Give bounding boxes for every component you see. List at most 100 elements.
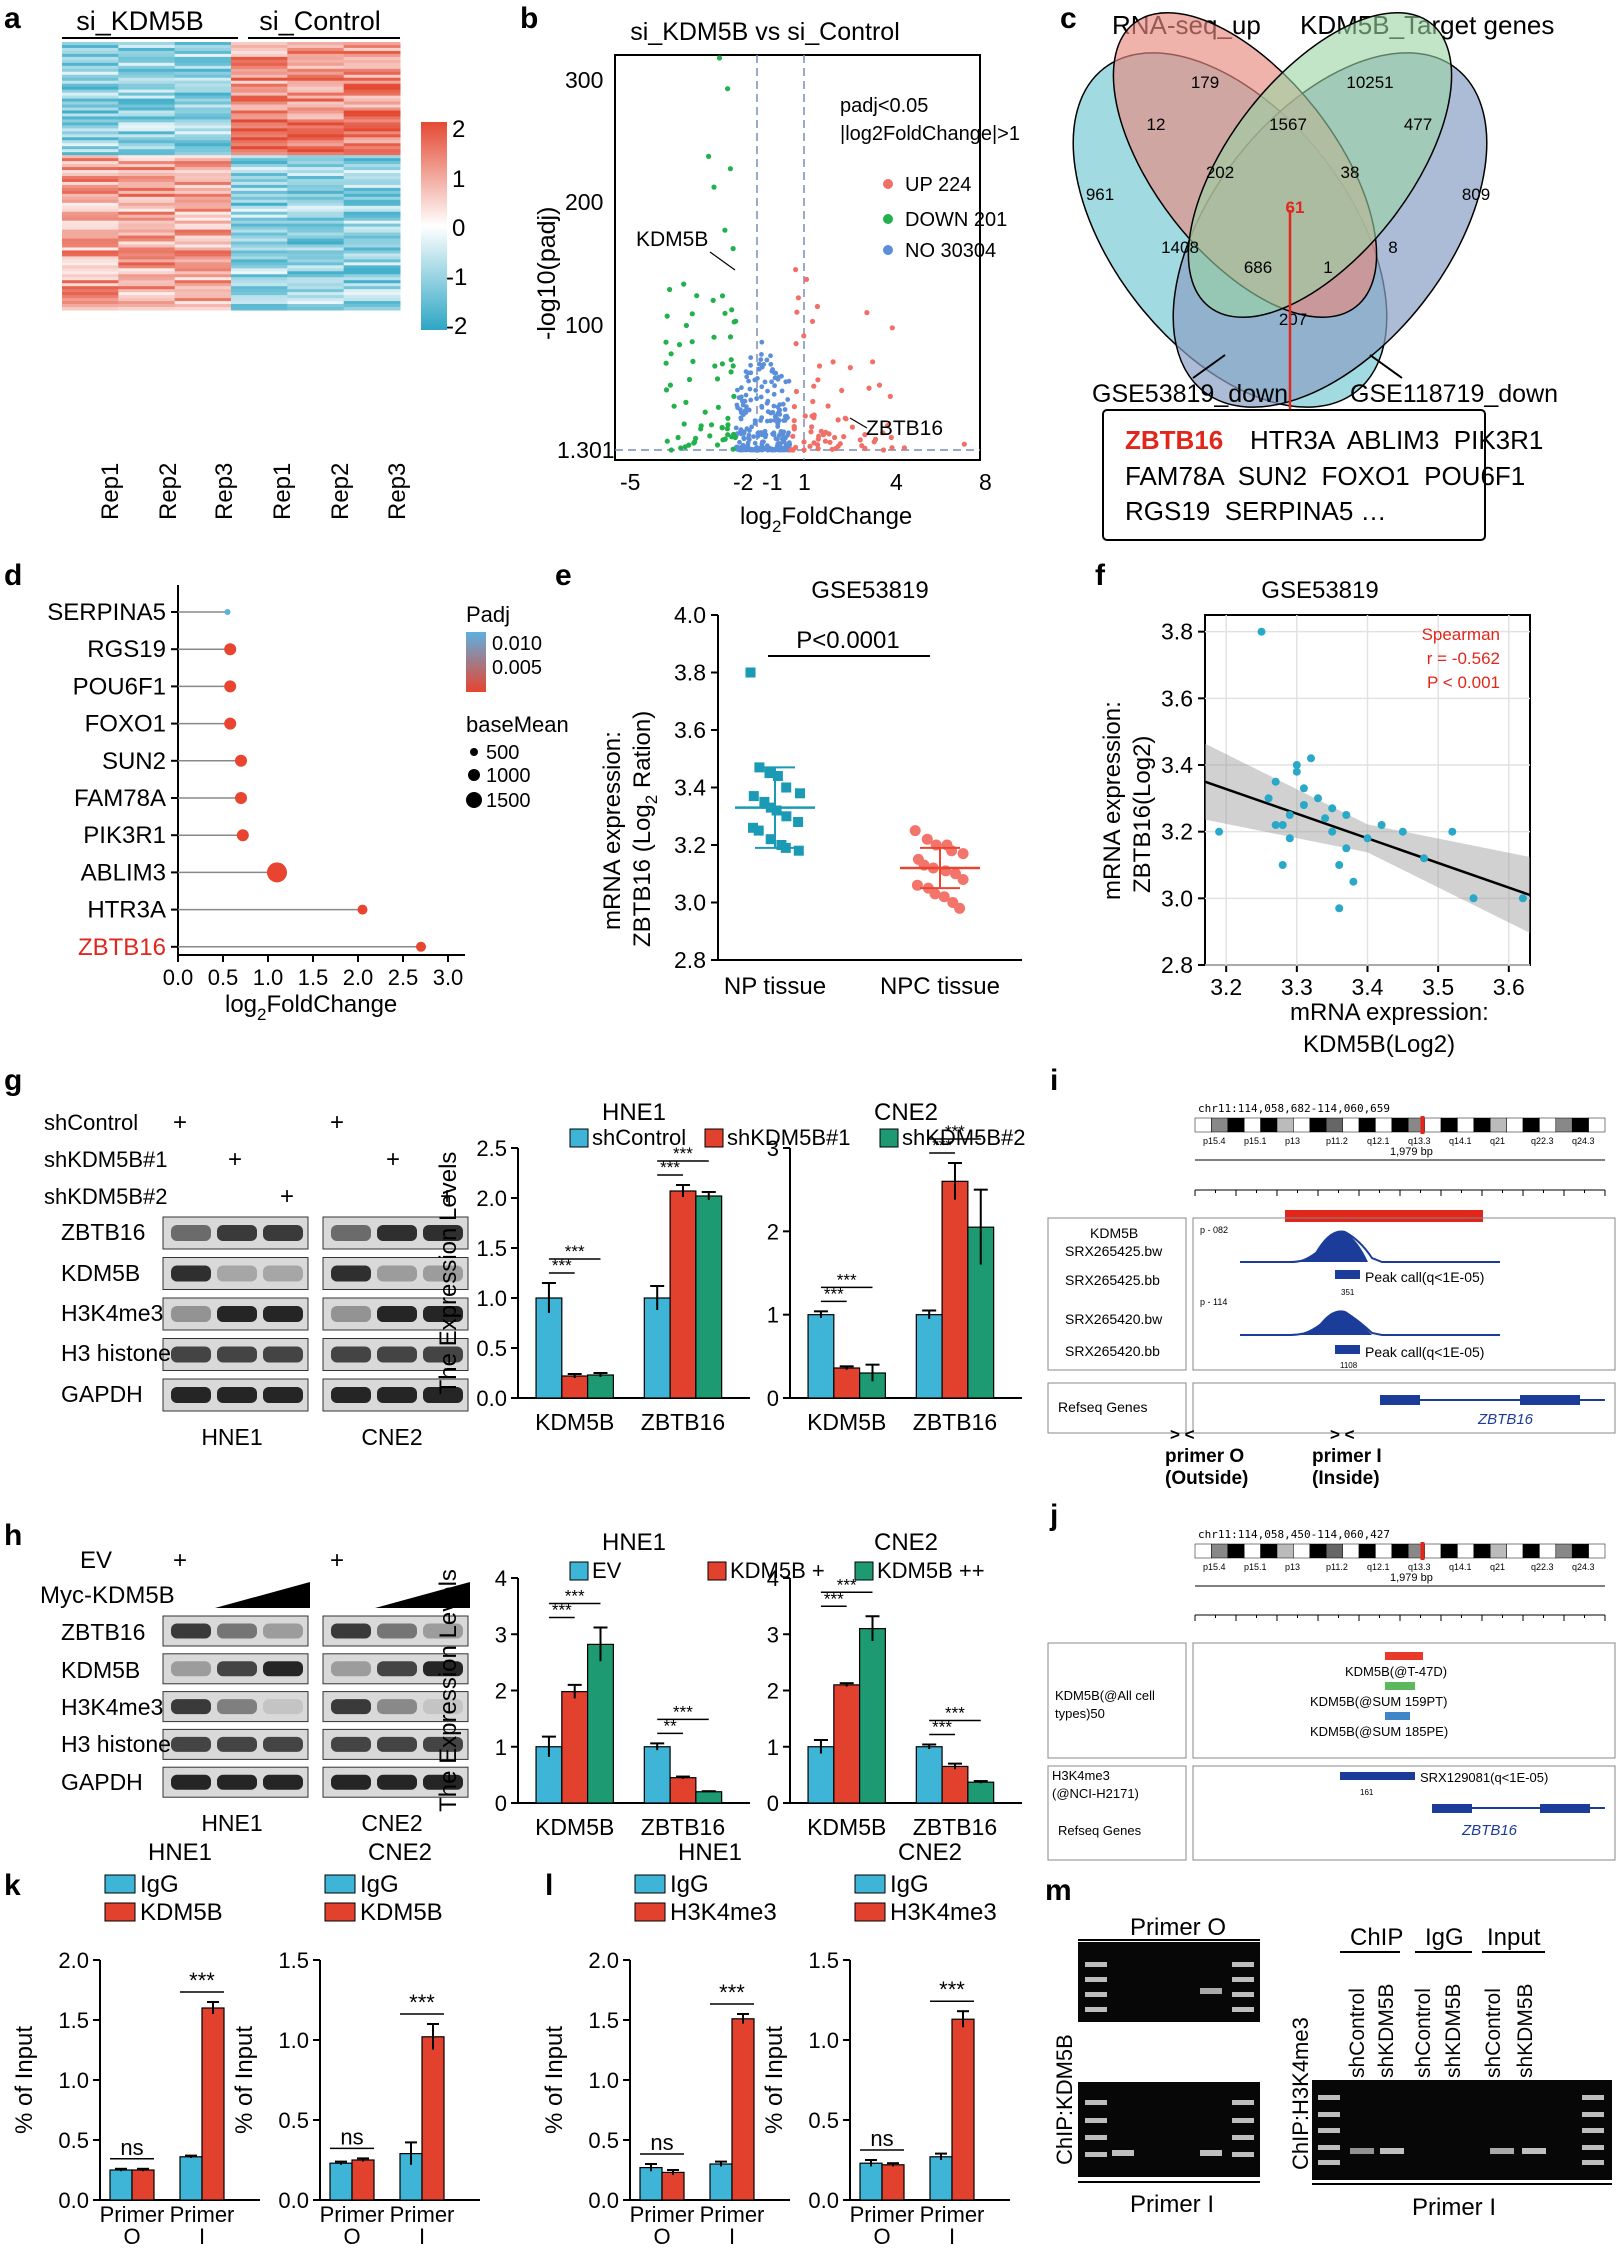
volcano-point-no xyxy=(738,415,744,421)
volcano-point-no xyxy=(742,408,748,414)
primer-o-arrow: > < xyxy=(1170,1425,1195,1444)
volcano-point-down xyxy=(731,431,737,437)
heatmap-cell xyxy=(287,226,345,231)
heatmap-cell xyxy=(62,265,119,269)
blot-band xyxy=(171,1225,211,1241)
chip-xlabel: O xyxy=(123,2224,140,2249)
refseq-label: Refseq Genes xyxy=(1058,1823,1142,1838)
panel-f-xtick: 3.5 xyxy=(1422,974,1454,1000)
bar xyxy=(131,2169,155,2201)
heatmap-cell xyxy=(174,232,232,237)
heatmap-cell xyxy=(118,113,176,117)
heatmap-cell xyxy=(118,187,176,192)
heatmap-cell xyxy=(118,176,176,180)
heatmap-cell xyxy=(174,125,232,129)
volcano-point-no xyxy=(749,424,754,430)
bar-category: ZBTB16 xyxy=(913,1409,997,1435)
heatmap-cell xyxy=(231,146,288,150)
ideogram-band xyxy=(1424,1117,1442,1133)
volcano-point-no xyxy=(784,413,789,419)
panel-f-marks xyxy=(1204,627,1531,933)
blot-band xyxy=(423,1736,463,1752)
volcano-point-no xyxy=(773,436,779,442)
heatmap-cell xyxy=(118,307,176,311)
heatmap-cell xyxy=(343,149,401,153)
volcano-point-down xyxy=(681,281,687,287)
bar xyxy=(669,1777,697,1804)
volcano-criteria-1: padj<0.05 xyxy=(840,95,928,117)
panel-letter-b: b xyxy=(520,2,538,35)
chip-ylabel: % of Input xyxy=(231,2026,258,2134)
heatmap-cell xyxy=(118,292,176,296)
heatmap-cell xyxy=(62,301,119,305)
heatmap-cell xyxy=(231,271,288,275)
heatmap-cell xyxy=(287,301,345,305)
blot-band xyxy=(217,1387,257,1403)
heatmap-cell xyxy=(174,289,232,293)
heatmap-cell xyxy=(343,262,401,266)
ideogram-band xyxy=(1522,1117,1540,1133)
heatmap-cell xyxy=(174,301,232,305)
volcano-point-no xyxy=(740,402,746,408)
primer-o-label: primer O xyxy=(1165,1446,1244,1467)
heatmap-cell xyxy=(174,241,232,245)
ideogram-band xyxy=(1243,1543,1261,1559)
volcano-point-no xyxy=(771,403,777,409)
chip-xlabel: Primer xyxy=(100,2202,165,2227)
lollipop-dot xyxy=(236,829,249,842)
sig-mark: *** xyxy=(552,1601,572,1620)
volcano-point-no xyxy=(752,421,758,426)
gel-right-ylabel: ChIP:H3K4me3 xyxy=(1288,2017,1313,2170)
ytick-label: 1.0 xyxy=(58,2068,89,2093)
rep-label: Rep3 xyxy=(384,463,411,520)
venn-count-center: 61 xyxy=(1286,198,1305,217)
heatmap-cell xyxy=(231,190,288,195)
ytick-label: 0 xyxy=(495,1791,507,1816)
legend-label: IgG xyxy=(890,1871,929,1898)
scatter-point xyxy=(1215,827,1224,836)
heatmap-cell xyxy=(343,98,401,103)
heatmap-cell xyxy=(118,71,176,76)
heatmap-cell xyxy=(118,184,176,189)
heatmap-cell xyxy=(174,44,232,49)
heatmap-cell xyxy=(287,280,345,284)
heatmap-cell xyxy=(174,170,232,174)
heatmap-cell xyxy=(62,259,119,263)
heatmap-cell xyxy=(287,181,345,186)
ytick-label: 2.0 xyxy=(588,1948,619,1973)
heatmap-cell xyxy=(62,176,119,180)
heatmap-cell xyxy=(118,158,176,162)
volcano-point-no xyxy=(758,394,764,400)
volcano-point-no xyxy=(743,369,749,374)
heatmap-cell xyxy=(174,89,232,94)
chip-title: CNE2 xyxy=(368,1839,432,1866)
heatmap-cell xyxy=(174,71,232,76)
heatmap-cell xyxy=(343,217,401,222)
bar xyxy=(695,1791,723,1804)
heatmap-cell xyxy=(62,134,119,138)
panel-e-category: NPC tissue xyxy=(880,973,1000,1000)
heatmap-cell xyxy=(287,176,345,180)
venn-count: 1567 xyxy=(1269,115,1307,134)
blot-band xyxy=(377,1699,417,1715)
heatmap-cell xyxy=(174,199,232,204)
legend-swatch xyxy=(634,1902,666,1922)
volcano-point-up xyxy=(849,424,856,430)
heatmap-cell xyxy=(343,304,401,308)
lollipop-dot xyxy=(357,904,368,915)
heatmap-cell xyxy=(62,50,119,55)
heatmap-cell xyxy=(343,265,401,269)
heatmap-cell xyxy=(343,241,401,245)
heatmap-cell xyxy=(343,59,401,64)
heatmap-cell xyxy=(118,250,176,254)
scatter-point xyxy=(1285,834,1294,843)
volcano-point-down xyxy=(681,421,687,427)
legend-label: shControl xyxy=(592,1125,686,1150)
heatmap-cell xyxy=(118,68,176,73)
gel-image xyxy=(1078,2082,1260,2177)
heatmap-cell xyxy=(287,208,345,213)
blot-band xyxy=(217,1661,257,1677)
volcano-point-no xyxy=(768,361,774,367)
volcano-point-no xyxy=(748,355,754,360)
heatmap-cell xyxy=(343,280,401,284)
